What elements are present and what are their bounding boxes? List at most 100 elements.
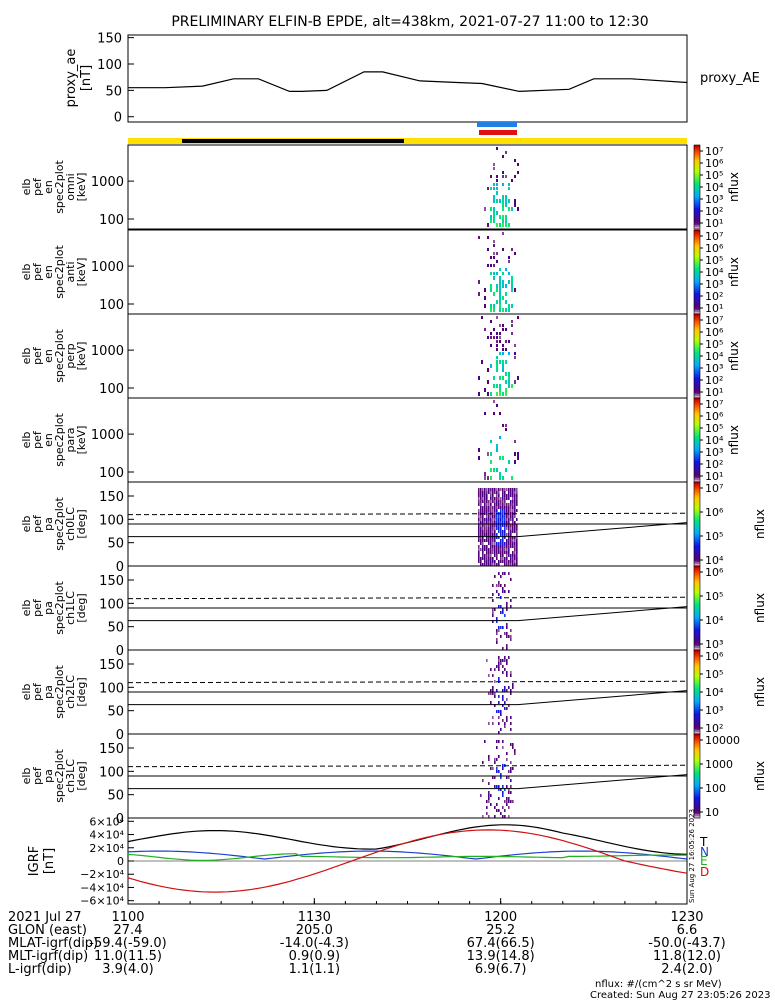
- pitch-angle-cell: [498, 506, 500, 509]
- colorbar-cell: [694, 309, 700, 313]
- colorbar-cell: [694, 601, 700, 605]
- colorbar-cell: [694, 400, 700, 403]
- spectrogram-cell: [493, 211, 495, 215]
- pitch-angle-cell: [506, 533, 508, 536]
- colorbar-cell: [694, 549, 700, 552]
- pitch-angle-cell: [500, 515, 502, 518]
- colorbar-cell: [694, 807, 700, 811]
- panel-ylabel: pef: [31, 598, 44, 617]
- pitch-angle-cell: [494, 533, 496, 536]
- pitch-angle-cell: [512, 551, 514, 554]
- spectrogram-cell: [517, 376, 519, 380]
- pitch-angle-cell: [502, 497, 504, 500]
- pitch-angle-cell: [514, 491, 516, 494]
- pitch-angle-cell: [494, 548, 496, 551]
- spectrogram-cell: [511, 476, 513, 480]
- pitch-angle-cell: [514, 536, 516, 539]
- colorbar-tick-label: 10⁷: [705, 482, 723, 495]
- spectrogram-cell: [502, 175, 504, 178]
- spectrogram-cell: [493, 252, 495, 255]
- colorbar-cell: [694, 381, 700, 384]
- pitch-angle-cell: [484, 557, 486, 560]
- pitch-angle-cell: [514, 500, 516, 503]
- pitch-angle-cell: [500, 509, 502, 512]
- pitch-angle-cell: [492, 767, 494, 770]
- colorbar-cell: [694, 656, 700, 659]
- pitch-angle-cell: [490, 488, 492, 491]
- pitch-angle-cell: [498, 710, 500, 713]
- pitch-angle-cell: [490, 527, 492, 530]
- colorbar-cell: [694, 205, 700, 209]
- panel-ylabel: pef: [31, 514, 44, 533]
- spectrogram-cell: [499, 308, 501, 312]
- colorbar-cell: [694, 486, 700, 489]
- pitch-angle-cell: [506, 509, 508, 512]
- state-bar-black: [182, 139, 404, 143]
- pitch-angle-cell: [510, 560, 512, 563]
- pitch-angle-cell: [490, 491, 492, 494]
- panel-ylabel: elb: [20, 516, 33, 533]
- spectrogram-cell: [514, 288, 516, 292]
- ytick-label: 1000: [91, 260, 124, 275]
- colorbar-cell: [694, 809, 700, 813]
- pitch-angle-cell: [492, 491, 494, 494]
- pitch-angle-cell: [494, 539, 496, 542]
- colorbar-cell: [694, 490, 700, 493]
- pitch-angle-cell: [498, 530, 500, 533]
- pitch-angle-cell: [494, 542, 496, 545]
- spectrogram-cell: [496, 344, 498, 347]
- spectrogram-cell: [517, 171, 519, 174]
- colorbar-cell: [694, 608, 700, 611]
- pitch-angle-cell: [496, 506, 498, 509]
- colorbar-cell: [694, 723, 700, 727]
- spectrogram-cell: [499, 436, 501, 439]
- spectrogram-cell: [493, 304, 495, 308]
- pitch-angle-cell: [514, 539, 516, 542]
- pitch-angle-cell: [516, 500, 518, 503]
- panel-background: [128, 314, 687, 398]
- pitch-angle-cell: [512, 491, 514, 494]
- ytick-label: 50: [107, 789, 124, 804]
- pitch-angle-cell: [496, 500, 498, 503]
- red-marker-bar: [479, 130, 517, 135]
- colorbar-cell: [694, 511, 700, 514]
- spectrogram-cell: [493, 272, 495, 275]
- pitch-angle-cell: [504, 614, 506, 617]
- colorbar-cell: [694, 559, 700, 563]
- colorbar-cell: [694, 203, 700, 207]
- colorbar-cell: [694, 507, 700, 510]
- colorbar-tick-label: 10⁴: [705, 181, 724, 194]
- colorbar-cell: [694, 757, 700, 760]
- pitch-angle-cell: [492, 509, 494, 512]
- pitch-angle-cell: [508, 542, 510, 545]
- colorbar-cell: [694, 587, 700, 590]
- pitch-angle-cell: [478, 554, 480, 557]
- colorbar-cell: [694, 318, 700, 321]
- colorbar-cell: [694, 654, 700, 657]
- pitch-angle-cell: [490, 536, 492, 539]
- ytick-label: 100: [99, 597, 124, 612]
- pitch-angle-cell: [504, 800, 506, 803]
- axis-row-label: MLAT-igrf(dip): [8, 936, 98, 951]
- pitch-angle-cell: [496, 641, 498, 644]
- pitch-angle-cell: [506, 560, 508, 563]
- panel-ylabel: [keV]: [75, 342, 88, 371]
- spectrogram-cell: [484, 288, 486, 292]
- colorbar-cell: [694, 307, 700, 311]
- pitch-angle-cell: [498, 584, 500, 587]
- pitch-angle-cell: [514, 494, 516, 497]
- pitch-angle-cell: [504, 500, 506, 503]
- colorbar-cell: [694, 666, 700, 670]
- pitch-angle-cell: [494, 500, 496, 503]
- pitch-angle-cell: [484, 494, 486, 497]
- ae-ytick-label: 150: [97, 32, 122, 47]
- pitch-angle-cell: [480, 491, 482, 494]
- pitch-angle-cell: [494, 521, 496, 524]
- pitch-angle-cell: [480, 557, 482, 560]
- pitch-angle-cell: [502, 557, 504, 560]
- pitch-angle-cell: [482, 533, 484, 536]
- spectrogram-cell: [511, 280, 513, 284]
- pitch-angle-cell: [492, 518, 494, 521]
- pitch-angle-cell: [490, 560, 492, 563]
- pitch-angle-cell: [514, 563, 516, 566]
